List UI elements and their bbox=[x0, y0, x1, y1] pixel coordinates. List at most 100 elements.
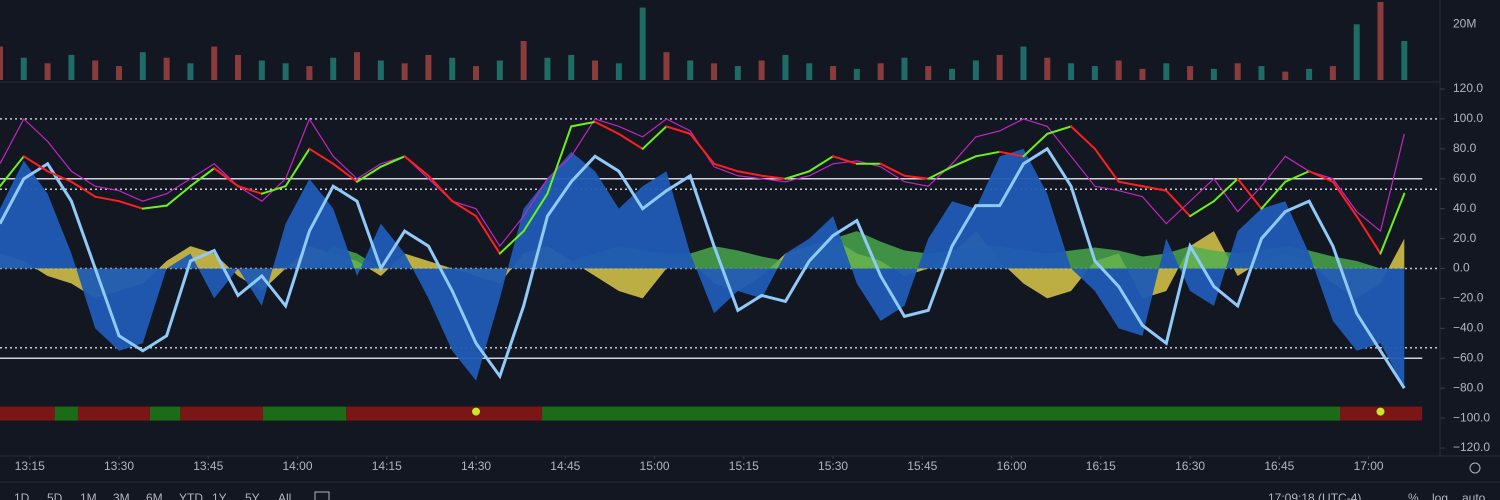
x-tick-label: 17:00 bbox=[1354, 459, 1384, 473]
signal-dot bbox=[472, 407, 481, 416]
volume-bar bbox=[211, 46, 218, 80]
line-segment bbox=[974, 150, 1001, 158]
line-segment bbox=[736, 170, 763, 177]
line-segment bbox=[594, 120, 620, 135]
line-segment bbox=[760, 174, 787, 180]
signal-dot bbox=[1376, 407, 1385, 416]
volume-bar bbox=[354, 52, 361, 80]
volume-bar bbox=[949, 68, 956, 80]
line-segment bbox=[713, 162, 739, 173]
range-button[interactable]: 6M bbox=[146, 491, 163, 500]
volume-bar bbox=[1187, 66, 1194, 80]
y-tick-label: 0.0 bbox=[1453, 261, 1470, 275]
line-segment bbox=[22, 155, 49, 173]
line-segment bbox=[118, 200, 144, 210]
volume-bar bbox=[258, 60, 265, 80]
volume-bar bbox=[0, 46, 3, 80]
volume-bar bbox=[1115, 60, 1122, 80]
auto-toggle[interactable]: auto bbox=[1462, 491, 1486, 500]
volume-bar bbox=[473, 66, 480, 80]
line-segment bbox=[308, 147, 335, 165]
volume-bar bbox=[68, 54, 75, 80]
volume-bar bbox=[401, 63, 408, 80]
line-segment bbox=[1046, 125, 1073, 135]
signal-segment bbox=[149, 406, 181, 421]
volume-bar bbox=[1306, 68, 1313, 80]
range-button[interactable]: 1Y bbox=[212, 491, 227, 500]
volume-bar bbox=[853, 68, 860, 80]
volume-bar bbox=[1020, 46, 1027, 80]
volume-bar bbox=[615, 63, 622, 80]
x-tick-label: 13:30 bbox=[104, 459, 134, 473]
volume-bar bbox=[1044, 57, 1051, 80]
signal-segment bbox=[263, 406, 347, 421]
line-segment bbox=[808, 155, 835, 173]
line-segment bbox=[665, 125, 692, 135]
volume-bar bbox=[568, 54, 575, 80]
signal-segment bbox=[77, 406, 150, 421]
settings-icon[interactable] bbox=[1469, 462, 1481, 474]
x-tick-label: 14:00 bbox=[283, 459, 313, 473]
line-segment bbox=[0, 155, 25, 188]
line-segment bbox=[832, 155, 858, 165]
volume-bar bbox=[20, 57, 27, 80]
line-segment bbox=[998, 150, 1025, 158]
y-tick-label: −100.0 bbox=[1453, 410, 1490, 424]
x-tick-label: 13:45 bbox=[193, 459, 223, 473]
y-tick-label: 20.0 bbox=[1453, 231, 1477, 245]
volume-bar bbox=[425, 54, 432, 80]
y-tick-label: −120.0 bbox=[1453, 440, 1490, 454]
volume-bar bbox=[639, 7, 646, 81]
volume-tick-label: 20M bbox=[1453, 16, 1476, 30]
volume-bar bbox=[520, 41, 527, 80]
line-segment bbox=[427, 174, 454, 203]
line-segment bbox=[784, 170, 811, 180]
volume-bar bbox=[901, 57, 908, 80]
log-toggle[interactable]: log bbox=[1432, 491, 1448, 500]
x-tick-label: 15:00 bbox=[640, 459, 670, 473]
percent-toggle[interactable]: % bbox=[1408, 491, 1419, 500]
range-button[interactable]: 5D bbox=[47, 491, 63, 500]
line-segment bbox=[189, 167, 216, 188]
y-tick-label: 40.0 bbox=[1453, 201, 1477, 215]
line-segment bbox=[1355, 215, 1382, 255]
line-segment bbox=[1022, 132, 1049, 158]
volume-bar bbox=[235, 54, 242, 80]
line-segment bbox=[165, 185, 192, 207]
range-button[interactable]: All bbox=[278, 491, 291, 500]
range-button[interactable]: 5Y bbox=[245, 491, 260, 500]
y-tick-label: −60.0 bbox=[1453, 350, 1484, 364]
volume-bar bbox=[687, 60, 694, 80]
line-segment bbox=[475, 215, 501, 255]
volume-bar bbox=[377, 60, 384, 80]
range-button[interactable]: 3M bbox=[113, 491, 130, 500]
volume-bar bbox=[139, 52, 146, 80]
volume-bar bbox=[925, 66, 932, 80]
line-segment bbox=[1260, 180, 1287, 210]
range-button[interactable]: YTD bbox=[179, 491, 203, 500]
signal-segment bbox=[542, 406, 1341, 421]
volume-bar bbox=[734, 66, 741, 80]
range-button[interactable]: 1D bbox=[14, 491, 30, 500]
y-tick-label: 80.0 bbox=[1453, 141, 1477, 155]
x-tick-label: 16:45 bbox=[1264, 459, 1294, 473]
volume-bar bbox=[830, 66, 837, 80]
y-tick-label: 120.0 bbox=[1453, 81, 1483, 95]
signal-segment bbox=[346, 406, 543, 421]
x-tick-label: 14:15 bbox=[372, 459, 402, 473]
volume-bar bbox=[306, 66, 313, 80]
calendar-icon[interactable] bbox=[314, 491, 330, 500]
line-segment bbox=[1212, 177, 1239, 203]
line-segment bbox=[332, 162, 359, 183]
volume-bar bbox=[1258, 66, 1265, 80]
area bbox=[0, 148, 1405, 389]
volume-bar bbox=[282, 63, 289, 80]
line-segment bbox=[1308, 170, 1334, 183]
volume-bar bbox=[163, 57, 170, 80]
volume-bar bbox=[1210, 68, 1217, 80]
line-segment bbox=[1379, 192, 1406, 255]
volume-bar bbox=[496, 60, 503, 80]
line-segment bbox=[1284, 170, 1311, 183]
range-button[interactable]: 1M bbox=[80, 491, 97, 500]
